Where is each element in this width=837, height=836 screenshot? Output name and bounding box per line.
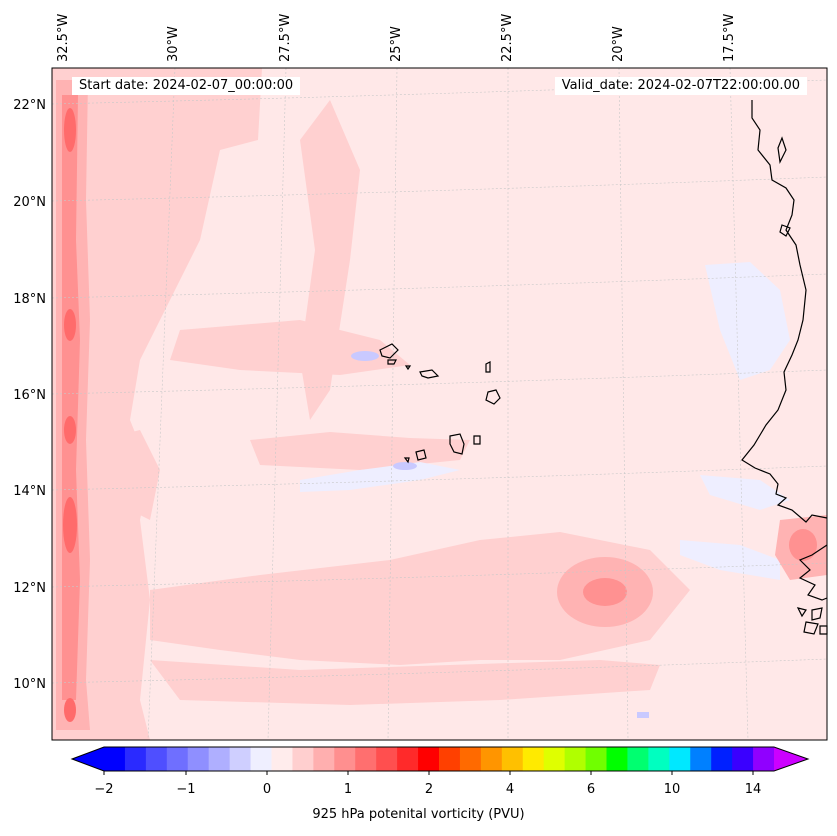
colorbar-tick-labels: −2 −1 0 1 2 4 6 10 14 [94, 782, 761, 797]
pv-region [52, 68, 262, 740]
colorbar-swatch [585, 747, 607, 771]
pv-region [64, 108, 76, 152]
pv-region [351, 351, 379, 361]
colorbar-swatch [250, 747, 272, 771]
colorbar-swatch [439, 747, 461, 771]
lat-label: 14°N [13, 484, 46, 499]
pv-region [150, 532, 690, 665]
lon-label: 30°W [166, 26, 181, 62]
colorbar-tick-label: −1 [176, 782, 195, 797]
colorbar-swatch [732, 747, 754, 771]
map-frame [51, 67, 828, 741]
lon-label: 20°W [611, 26, 626, 62]
pv-region [64, 309, 76, 341]
lat-label: 18°N [13, 292, 46, 307]
pv-region [637, 712, 649, 718]
colorbar-swatch [145, 747, 168, 771]
colorbar-swatch [397, 747, 419, 771]
pv-region [393, 462, 417, 470]
start-date-label: Start date: 2024-02-07_00:00:00 [72, 77, 301, 95]
colorbar-tick-label: 2 [425, 782, 433, 797]
pv-region [700, 475, 790, 510]
colorbar-swatch [355, 747, 377, 771]
longitude-labels: 32.5°W 30°W 27.5°W 25°W 22.5°W 20°W 17.5… [56, 14, 737, 62]
colorbar-tick-label: 1 [344, 782, 352, 797]
cape-verde-islands [379, 343, 501, 464]
coastline [741, 100, 828, 635]
colorbar-swatch [606, 747, 628, 771]
latitude-labels: 22°N 20°N 18°N 16°N 14°N 12°N 10°N [13, 98, 46, 692]
african-coast [798, 544, 828, 601]
lat-label: 16°N [13, 388, 46, 403]
lon-label: 25°W [389, 26, 404, 62]
lon-label: 17.5°W [722, 14, 737, 62]
colorbar-swatch [522, 747, 545, 771]
colorbar-tick-label: 6 [587, 782, 595, 797]
pv-region [789, 529, 817, 561]
pv-region [705, 262, 790, 380]
colorbar-swatch [376, 747, 398, 771]
pv-region [300, 100, 360, 420]
colorbar-swatch [104, 747, 126, 771]
pv-region [680, 540, 780, 580]
colorbar-swatch [669, 747, 691, 771]
colorbar-tick-label: −2 [94, 782, 113, 797]
colorbar-swatch [208, 747, 231, 771]
colorbar-swatch [418, 747, 440, 771]
valid-date-label: Valid_date: 2024-02-07T22:00:00.00 [554, 77, 807, 95]
pv-region [170, 320, 410, 375]
colorbar-swatch [543, 747, 566, 771]
colorbar-extend-low [72, 747, 104, 771]
colorbar-swatch [271, 747, 293, 771]
pv-region [583, 578, 627, 606]
colorbar-swatch [334, 747, 356, 771]
lat-label: 20°N [13, 195, 46, 210]
colorbar-swatch [313, 747, 335, 771]
colorbar-swatch [459, 747, 482, 771]
pv-region [64, 698, 76, 722]
colorbar-swatch [229, 747, 252, 771]
colorbar-swatch [648, 747, 670, 771]
pv-region [63, 497, 77, 553]
colorbar-tick-label: 4 [506, 782, 514, 797]
african-coast [741, 100, 828, 523]
lon-label: 32.5°W [56, 14, 71, 62]
colorbar-swatch [711, 747, 733, 771]
lat-label: 22°N [13, 98, 46, 113]
colorbar [70, 746, 810, 775]
colorbar-swatch [124, 747, 147, 771]
pv-region [64, 416, 76, 444]
colorbar-swatch [480, 747, 503, 771]
pv-region [100, 430, 160, 520]
colorbar-tick-label: 10 [664, 782, 681, 797]
colorbar-title: 925 hPa potenital vorticity (PVU) [312, 807, 525, 822]
colorbar-swatch [690, 747, 712, 771]
colorbar-swatch [187, 747, 210, 771]
lat-label: 12°N [13, 581, 46, 596]
lon-label: 22.5°W [500, 14, 515, 62]
pv-region [300, 462, 460, 492]
pv-region [150, 660, 660, 705]
colorbar-swatch [753, 747, 775, 771]
colorbar-tick-label: 0 [263, 782, 271, 797]
colorbar-swatch [627, 747, 649, 771]
colorbar-swatch [166, 747, 189, 771]
colorbar-swatch [501, 747, 524, 771]
lon-label: 27.5°W [278, 14, 293, 62]
colorbar-extend-high [774, 747, 808, 771]
pv-region [250, 432, 470, 470]
lat-label: 10°N [13, 677, 46, 692]
colorbar-swatch [292, 747, 314, 771]
pv-field [52, 68, 827, 740]
colorbar-swatch [564, 747, 587, 771]
colorbar-tick-label: 14 [745, 782, 762, 797]
